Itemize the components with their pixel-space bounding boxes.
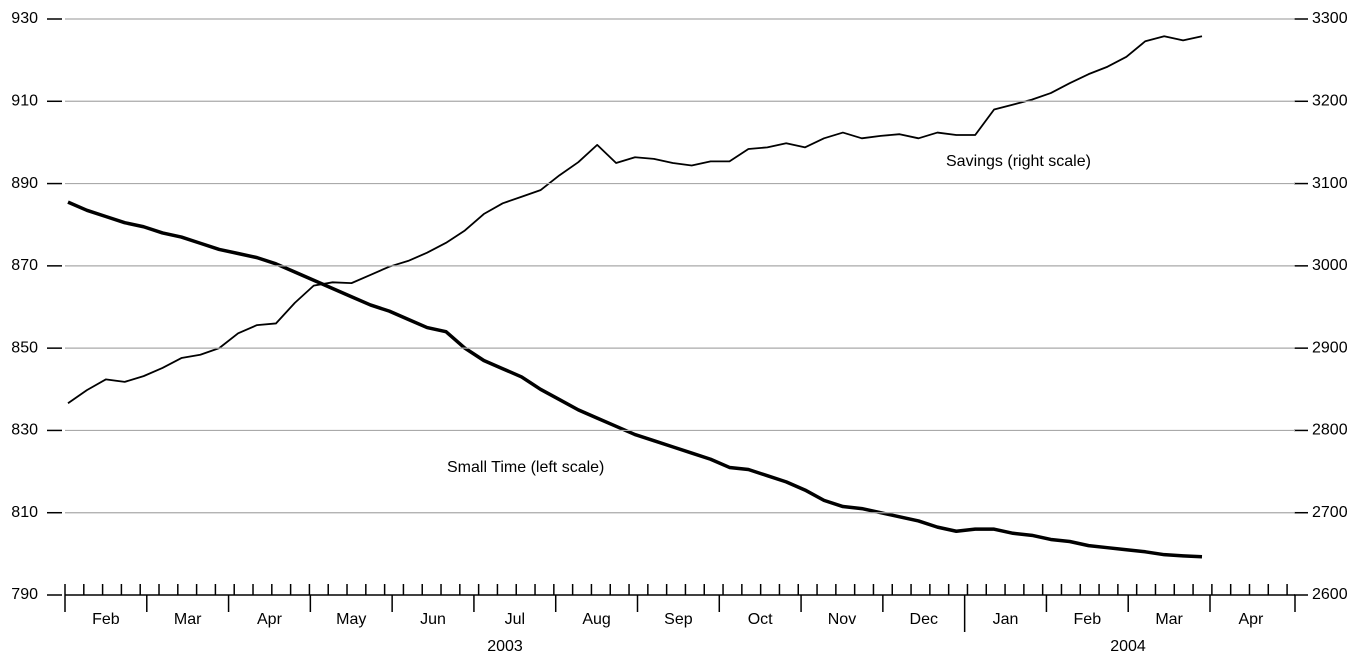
- y-tick-label: 930: [11, 10, 38, 27]
- x-tick-label: Oct: [748, 611, 773, 628]
- y-tick-label: 890: [11, 175, 38, 192]
- year-label: 2004: [1110, 638, 1146, 655]
- y-tick-label: 850: [11, 339, 38, 356]
- annotation: Small Time (left scale): [447, 459, 604, 476]
- line-series: [67, 35, 1203, 405]
- y2-tick-label: 2900: [1312, 339, 1348, 356]
- y2-tick-label: 2800: [1312, 422, 1348, 439]
- x-tick-label: Dec: [910, 611, 938, 628]
- y-tick-label: 830: [11, 422, 38, 439]
- x-tick-label: Feb: [92, 611, 120, 628]
- y2-tick-label: 3100: [1312, 175, 1348, 192]
- y2-tick-label: 2700: [1312, 504, 1348, 521]
- x-tick-label: Jun: [420, 611, 446, 628]
- x-tick-label: Sep: [664, 611, 693, 628]
- x-tick-label: Jul: [505, 611, 525, 628]
- y-tick-label: 870: [11, 257, 38, 274]
- x-tick-label: Aug: [582, 611, 610, 628]
- y2-tick-label: 3000: [1312, 257, 1348, 274]
- x-tick-label: May: [336, 611, 366, 628]
- y2-tick-label: 3300: [1312, 10, 1348, 27]
- x-tick-label: Feb: [1074, 611, 1102, 628]
- y2-tick-label: 3200: [1312, 93, 1348, 110]
- x-tick-label: Jan: [993, 611, 1019, 628]
- line-series: [67, 200, 1203, 559]
- y-tick-label: 810: [11, 504, 38, 521]
- y2-tick-label: 2600: [1312, 586, 1348, 603]
- x-tick-label: Mar: [1155, 611, 1183, 628]
- annotation: Savings (right scale): [946, 153, 1091, 170]
- y-tick-label: 910: [11, 93, 38, 110]
- x-tick-label: Apr: [257, 611, 283, 628]
- y-tick-label: 790: [11, 586, 38, 603]
- x-tick-label: Apr: [1238, 611, 1264, 628]
- year-label: 2003: [487, 638, 523, 655]
- x-tick-label: Nov: [828, 611, 856, 628]
- x-tick-label: Mar: [174, 611, 202, 628]
